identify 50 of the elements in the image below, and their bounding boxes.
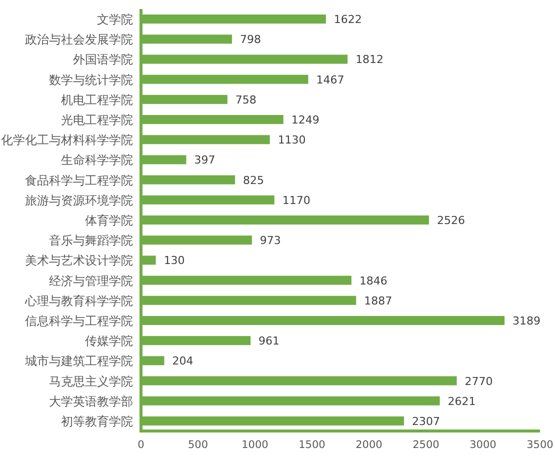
- y-tick-label: 机电工程学院: [61, 92, 133, 107]
- y-tick-label: 大学英语教学部: [49, 394, 133, 408]
- data-label: 973: [260, 234, 281, 248]
- data-label: 2307: [412, 414, 440, 428]
- y-tick-label: 美术与艺术设计学院: [25, 254, 133, 268]
- data-label: 1887: [364, 294, 392, 308]
- y-tick-label: 音乐与舞蹈学院: [49, 234, 133, 248]
- data-label: 2621: [448, 394, 476, 408]
- y-tick-label: 旅游与资源环境学院: [25, 193, 133, 208]
- x-tick-label: 2000: [356, 439, 382, 451]
- data-label: 397: [194, 154, 216, 167]
- y-tick-label: 食品科学与工程学院: [25, 173, 133, 188]
- x-tick-label: 3500: [526, 439, 554, 451]
- y-tick-label: 城市与建筑工程学院: [24, 354, 133, 368]
- data-label: 798: [240, 33, 261, 46]
- y-tick-label: 文学院: [97, 12, 133, 27]
- y-tick-label: 数学与统计学院: [49, 72, 133, 87]
- data-label: 1846: [359, 274, 388, 288]
- x-tick-label: 500: [188, 439, 208, 451]
- x-tick-label: 1000: [242, 439, 268, 451]
- data-label: 3189: [512, 314, 541, 328]
- y-tick-label: 马克思主义学院: [49, 374, 133, 388]
- data-label: 1467: [316, 73, 344, 86]
- y-tick-label: 光电工程学院: [61, 113, 133, 128]
- y-tick-label: 体育学院: [85, 214, 133, 228]
- data-label: 2526: [436, 214, 465, 227]
- y-tick-label: 化学化工与材料科学学院: [1, 133, 133, 148]
- data-label: 204: [172, 354, 194, 368]
- x-tick-label: 1500: [298, 439, 326, 451]
- data-label: 1130: [278, 134, 306, 147]
- x-tick-label: 0: [138, 439, 144, 451]
- data-label: 130: [164, 254, 185, 268]
- data-label: 961: [258, 334, 280, 348]
- data-label: 1170: [282, 194, 310, 207]
- y-tick-label: 经济与管理学院: [49, 274, 133, 288]
- data-label: 1812: [356, 53, 384, 66]
- y-tick-label: 外国语学院: [73, 52, 133, 67]
- y-tick-label: 初等教育学院: [61, 414, 133, 428]
- y-tick-label: 传媒学院: [85, 334, 133, 348]
- y-tick-label: 心理与教育科学学院: [24, 294, 133, 308]
- data-label: 2770: [464, 374, 493, 388]
- x-tick-label: 2500: [412, 439, 440, 451]
- data-label: 1249: [291, 114, 320, 127]
- y-tick-label: 生命科学学院: [61, 153, 133, 168]
- y-tick-label: 信息科学与工程学院: [25, 314, 133, 328]
- data-label: 758: [235, 93, 256, 106]
- x-tick-label: 3000: [470, 439, 496, 451]
- y-tick-label: 政治与社会发展学院: [25, 32, 133, 47]
- data-label: 825: [243, 174, 264, 187]
- data-label: 1622: [334, 13, 362, 26]
